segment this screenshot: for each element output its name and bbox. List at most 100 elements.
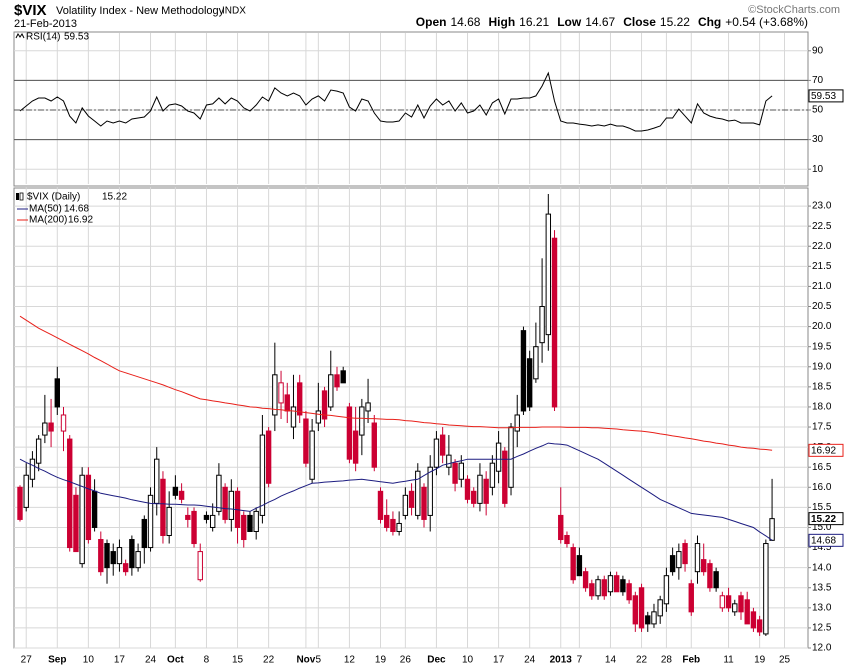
x-tick-label: 17 bbox=[114, 655, 126, 666]
candle-body bbox=[284, 394, 290, 412]
moving-average bbox=[19, 442, 773, 541]
candle-body bbox=[551, 237, 558, 408]
candle-body bbox=[613, 575, 620, 593]
candle-body bbox=[508, 426, 514, 488]
legend-label: $VIX (Daily) bbox=[27, 192, 80, 203]
candle-body bbox=[216, 474, 222, 512]
quote-value: 15.22 bbox=[660, 15, 690, 29]
quote-value: 14.68 bbox=[450, 15, 480, 29]
candle-body bbox=[601, 579, 607, 597]
candle-body bbox=[545, 213, 552, 336]
x-tick-label: 7 bbox=[577, 655, 583, 666]
candle-body bbox=[750, 611, 757, 629]
value-box-label: 16.92 bbox=[811, 445, 836, 456]
candle-body bbox=[732, 603, 738, 613]
candle-body bbox=[79, 474, 85, 565]
y-tick-label: 18.5 bbox=[812, 382, 832, 393]
candle-body bbox=[172, 486, 179, 496]
candle-body bbox=[483, 478, 489, 504]
candle-body bbox=[17, 486, 23, 520]
value-box-label: 14.68 bbox=[811, 535, 836, 546]
candle-body bbox=[334, 374, 340, 388]
candle-body bbox=[694, 543, 701, 573]
value-box bbox=[808, 443, 844, 457]
candle-body bbox=[359, 406, 365, 436]
candle-body bbox=[197, 551, 203, 581]
quote-value: +0.54 (+3.68%) bbox=[725, 15, 808, 29]
candle-body bbox=[700, 559, 707, 573]
x-tick-label: 14 bbox=[605, 655, 617, 666]
x-tick-label: 28 bbox=[661, 655, 673, 666]
candle-body bbox=[756, 619, 763, 633]
x-tick-label: Oct bbox=[167, 655, 184, 666]
y-tick-label: 19.5 bbox=[812, 341, 832, 352]
date: 21-Feb-2013 bbox=[14, 18, 77, 30]
candle-body bbox=[259, 434, 266, 516]
value-box bbox=[808, 533, 844, 547]
legend-value: 59.53 bbox=[64, 32, 89, 43]
candle-body bbox=[85, 474, 92, 541]
candle-body bbox=[253, 510, 259, 532]
legend-label: RSI(14) bbox=[26, 32, 60, 43]
candle-body bbox=[452, 462, 458, 484]
y-tick-label: 12.5 bbox=[812, 623, 832, 634]
y-tick-label: 18.0 bbox=[812, 402, 832, 413]
candle-body bbox=[582, 571, 589, 589]
candle-body bbox=[682, 543, 688, 565]
moving-average bbox=[19, 315, 773, 451]
candle-body bbox=[638, 587, 645, 629]
candle-body bbox=[154, 458, 160, 504]
candle-body bbox=[477, 474, 483, 504]
value-box-label: 15.22 bbox=[811, 514, 836, 525]
candle-body bbox=[390, 518, 396, 532]
candle-body bbox=[489, 462, 496, 488]
candle-body bbox=[744, 599, 750, 625]
quote-label: Open bbox=[416, 15, 447, 29]
candle-body bbox=[539, 306, 545, 344]
candle-body bbox=[576, 555, 583, 577]
candle-body bbox=[352, 430, 359, 464]
legend-icon bbox=[15, 33, 25, 39]
candle-body bbox=[278, 382, 284, 404]
x-tick-label: 19 bbox=[375, 655, 387, 666]
rsi-panel bbox=[13, 31, 809, 187]
y-tick-label: 70 bbox=[812, 75, 824, 86]
y-tick-label: 30 bbox=[812, 134, 824, 145]
y-tick-label: 19.0 bbox=[812, 361, 832, 372]
candle-body bbox=[296, 382, 303, 416]
candle-body bbox=[309, 430, 315, 480]
x-tick-label: 24 bbox=[524, 655, 536, 666]
candle-body bbox=[657, 599, 663, 617]
candle-body bbox=[427, 466, 433, 516]
candle-body bbox=[141, 518, 148, 549]
candle-body bbox=[645, 615, 651, 625]
x-tick-label: 12 bbox=[344, 655, 356, 666]
symbol: $VIX bbox=[14, 2, 47, 19]
quote-label: Chg bbox=[698, 15, 721, 29]
candle-body bbox=[122, 563, 129, 573]
candle-body bbox=[160, 478, 166, 537]
candle-body bbox=[607, 575, 614, 593]
y-tick-label: 15.5 bbox=[812, 502, 832, 513]
x-tick-label: Dec bbox=[427, 655, 446, 666]
candle-body bbox=[321, 390, 328, 420]
candle-body bbox=[402, 494, 409, 516]
candle-body bbox=[178, 490, 185, 500]
x-tick-label: 10 bbox=[462, 655, 474, 666]
candle-body bbox=[60, 414, 67, 432]
value-box-label: 59.53 bbox=[811, 91, 836, 102]
x-tick-label: 2013 bbox=[550, 655, 573, 666]
candle-body bbox=[458, 462, 464, 480]
x-tick-label: 25 bbox=[779, 655, 791, 666]
x-tick-label: 22 bbox=[263, 655, 275, 666]
candle-body bbox=[533, 346, 539, 380]
candle-body bbox=[446, 454, 452, 468]
x-tick-label: 17 bbox=[493, 655, 505, 666]
x-tick-label: 22 bbox=[636, 655, 648, 666]
candle-body bbox=[116, 547, 123, 565]
candle-body bbox=[35, 438, 42, 464]
quote-label: Close bbox=[623, 15, 656, 29]
candle-body bbox=[738, 595, 744, 613]
candle-body bbox=[371, 422, 377, 468]
